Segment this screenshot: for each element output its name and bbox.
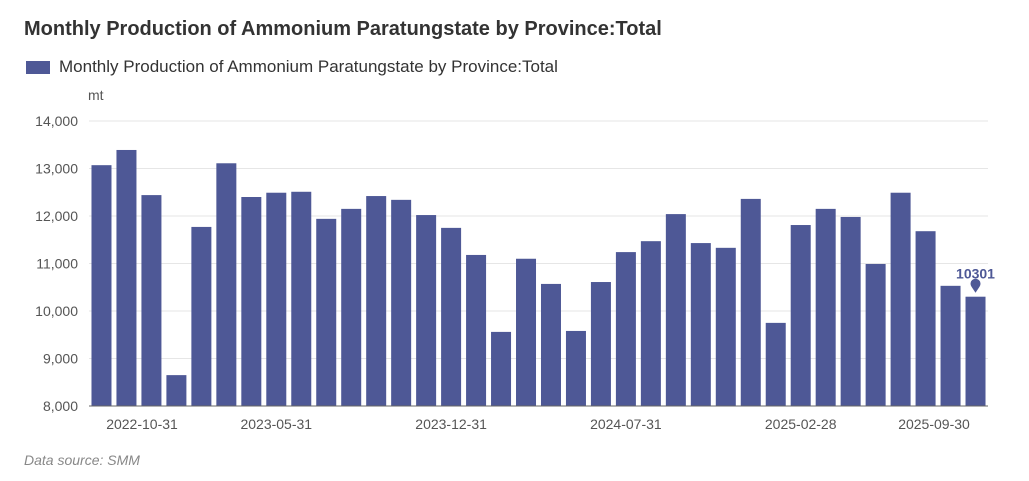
y-tick-label: 13,000	[35, 161, 78, 177]
bar[interactable]	[740, 198, 761, 406]
bar[interactable]	[965, 296, 986, 406]
y-tick-label: 9,000	[43, 351, 78, 367]
bar[interactable]	[815, 208, 836, 406]
bar[interactable]	[915, 231, 936, 406]
bar[interactable]	[665, 214, 686, 406]
bar[interactable]	[391, 199, 412, 406]
y-tick-label: 14,000	[35, 113, 78, 129]
data-source: Data source: SMM	[24, 452, 140, 468]
bar[interactable]	[416, 215, 437, 406]
bar[interactable]	[565, 330, 586, 406]
bar[interactable]	[765, 322, 786, 406]
bar[interactable]	[141, 195, 162, 406]
bar[interactable]	[191, 226, 212, 406]
bar[interactable]	[715, 247, 736, 406]
legend-item[interactable]: Monthly Production of Ammonium Paratungs…	[26, 57, 558, 77]
x-tick-label: 2023-05-31	[240, 416, 312, 432]
bar[interactable]	[366, 196, 387, 406]
bar[interactable]	[516, 258, 537, 406]
bar[interactable]	[840, 216, 861, 406]
bar[interactable]	[940, 285, 961, 406]
y-tick-label: 8,000	[43, 398, 78, 414]
bar[interactable]	[540, 283, 561, 406]
bar[interactable]	[615, 252, 636, 406]
x-tick-label: 2023-12-31	[415, 416, 487, 432]
legend-label: Monthly Production of Ammonium Paratungs…	[59, 57, 558, 76]
bar[interactable]	[690, 243, 711, 406]
bar[interactable]	[341, 208, 362, 406]
bar[interactable]	[291, 191, 312, 406]
bar[interactable]	[491, 331, 512, 406]
bar[interactable]	[466, 254, 487, 406]
bar[interactable]	[116, 149, 137, 406]
y-tick-label: 11,000	[36, 256, 78, 272]
bar[interactable]	[890, 192, 911, 406]
bar[interactable]	[640, 241, 661, 406]
legend-swatch	[26, 60, 50, 74]
bar[interactable]	[590, 282, 611, 406]
y-axis-label: mt	[88, 87, 104, 103]
bar[interactable]	[166, 375, 187, 406]
bar[interactable]	[216, 163, 237, 406]
bar[interactable]	[865, 263, 886, 406]
bar[interactable]	[790, 225, 811, 406]
chart-title: Monthly Production of Ammonium Paratungs…	[24, 18, 662, 40]
x-tick-label: 2025-02-28	[765, 416, 837, 432]
bar[interactable]	[316, 218, 337, 406]
x-tick-label: 2022-10-31	[106, 416, 178, 432]
bar[interactable]	[241, 197, 262, 406]
marker-pin-icon	[970, 278, 981, 293]
bar[interactable]	[91, 165, 112, 406]
bar[interactable]	[441, 227, 462, 406]
x-tick-label: 2024-07-31	[590, 416, 662, 432]
bar[interactable]	[266, 192, 287, 406]
x-tick-label: 2025-09-30	[898, 416, 970, 432]
data-label: 10301	[956, 266, 995, 282]
y-tick-label: 12,000	[35, 208, 78, 224]
y-tick-label: 10,000	[35, 303, 78, 319]
